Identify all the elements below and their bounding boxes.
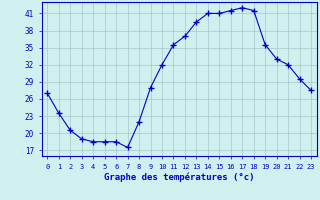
X-axis label: Graphe des températures (°c): Graphe des températures (°c) [104,172,254,182]
